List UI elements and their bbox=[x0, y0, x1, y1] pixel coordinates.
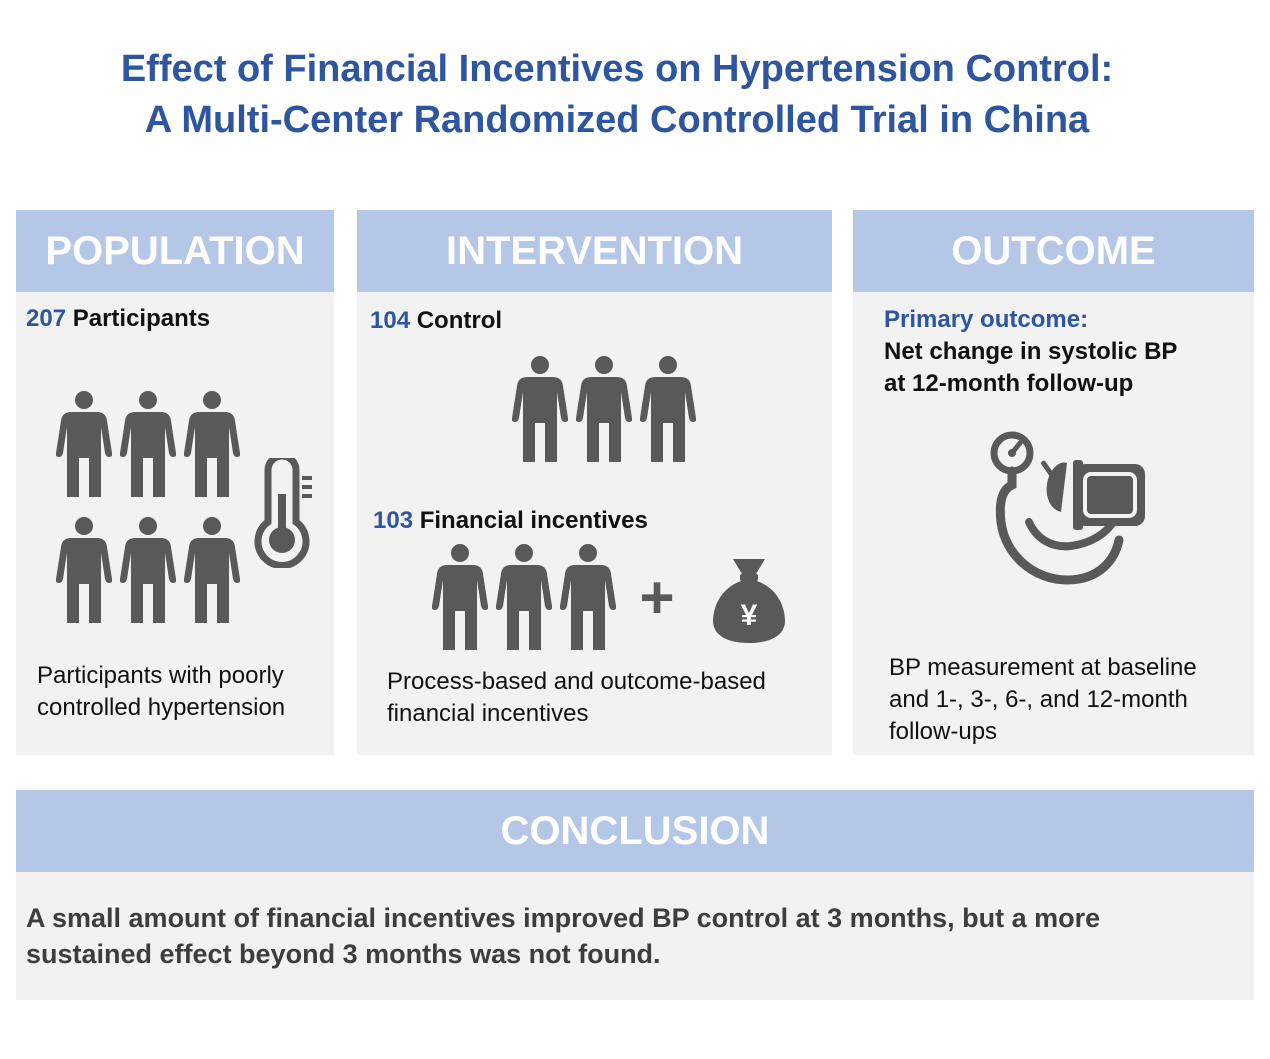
thermometer-icon bbox=[254, 458, 312, 568]
incentive-count: 103 bbox=[373, 507, 414, 534]
intervention-description: Process-based and outcome-based financia… bbox=[387, 666, 766, 730]
control-count: 104 bbox=[370, 307, 411, 334]
outcome-heading: OUTCOME bbox=[853, 210, 1254, 292]
person-icon bbox=[576, 356, 632, 462]
population-description: Participants with poorly controlled hype… bbox=[37, 660, 285, 724]
population-count-label: Participants bbox=[72, 305, 211, 332]
outcome-description: BP measurement at baseline and 1-, 3-, 6… bbox=[889, 652, 1197, 748]
incentive-count-row: 103 Financial incentives bbox=[373, 505, 648, 537]
outcome-desc-line-3: follow-ups bbox=[889, 718, 998, 745]
population-count-row: 207 Participants bbox=[26, 303, 210, 335]
population-desc-line-1: Participants with poorly bbox=[37, 662, 284, 689]
page-title: Effect of Financial Incentives on Hypert… bbox=[0, 44, 1234, 146]
person-icon bbox=[184, 391, 240, 497]
person-icon bbox=[184, 517, 240, 623]
incentive-label: Financial incentives bbox=[419, 507, 648, 534]
title-line-1: Effect of Financial Incentives on Hypert… bbox=[120, 48, 1114, 90]
population-desc-line-2: controlled hypertension bbox=[37, 694, 286, 721]
plus-icon: + bbox=[639, 564, 675, 631]
outcome-desc-line-2: and 1-, 3-, 6-, and 12-month bbox=[889, 686, 1188, 713]
yen-symbol: ¥ bbox=[740, 599, 758, 632]
title-line-2: A Multi-Center Randomized Controlled Tri… bbox=[144, 99, 1090, 141]
blood-pressure-monitor-icon bbox=[990, 431, 1145, 585]
conclusion-text: A small amount of financial incentives i… bbox=[26, 900, 1236, 972]
money-bag-icon: ¥ bbox=[713, 557, 785, 643]
control-count-row: 104 Control bbox=[370, 305, 502, 337]
outcome-panel: OUTCOME Primary outcome: Net change in s… bbox=[853, 210, 1254, 755]
person-icon bbox=[56, 517, 112, 623]
population-panel: POPULATION 207 Participants Participants… bbox=[16, 210, 334, 755]
intervention-desc-line-1: Process-based and outcome-based bbox=[387, 668, 766, 695]
intervention-panel: INTERVENTION 104 Control 103 Financial i… bbox=[357, 210, 832, 755]
conclusion-line-2: sustained effect beyond 3 months was not… bbox=[26, 939, 661, 969]
intervention-desc-line-2: financial incentives bbox=[387, 700, 589, 727]
primary-outcome-label: Primary outcome: bbox=[884, 306, 1089, 333]
conclusion-line-1: A small amount of financial incentives i… bbox=[26, 903, 1101, 933]
person-icon bbox=[56, 391, 112, 497]
population-count: 207 bbox=[26, 305, 67, 332]
intervention-heading: INTERVENTION bbox=[357, 210, 832, 292]
person-icon bbox=[496, 544, 552, 650]
outcome-desc-line-1: BP measurement at baseline bbox=[889, 654, 1197, 681]
primary-outcome-line-1: Net change in systolic BP bbox=[884, 338, 1178, 365]
primary-outcome: Primary outcome: Net change in systolic … bbox=[884, 304, 1177, 400]
control-label: Control bbox=[416, 307, 503, 334]
primary-outcome-line-2: at 12-month follow-up bbox=[884, 370, 1134, 397]
population-heading: POPULATION bbox=[16, 210, 334, 292]
person-icon bbox=[120, 517, 176, 623]
person-icon bbox=[120, 391, 176, 497]
person-icon bbox=[640, 356, 696, 462]
conclusion-panel: CONCLUSION bbox=[16, 790, 1254, 1000]
person-icon bbox=[560, 544, 616, 650]
conclusion-heading: CONCLUSION bbox=[16, 790, 1254, 872]
person-icon bbox=[432, 544, 488, 650]
person-icon bbox=[512, 356, 568, 462]
